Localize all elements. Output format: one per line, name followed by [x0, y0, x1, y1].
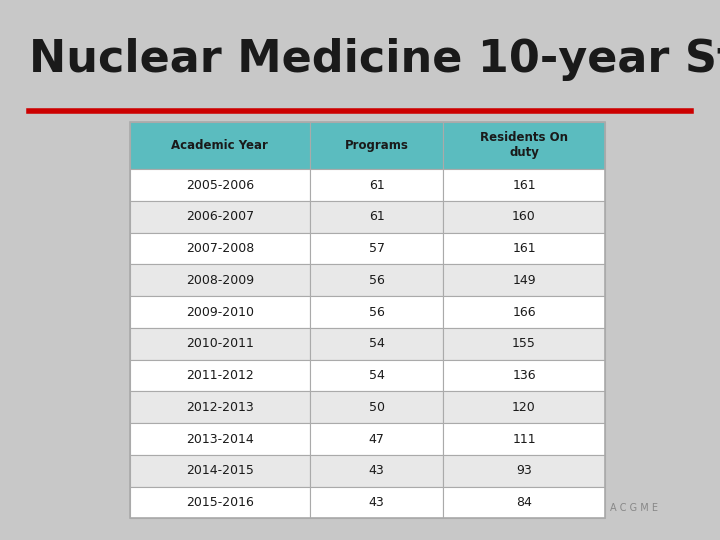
Text: Residents On
duty: Residents On duty — [480, 131, 568, 159]
Text: A C G M E: A C G M E — [610, 503, 657, 512]
Text: Nuclear Medicine 10-year Stats: Nuclear Medicine 10-year Stats — [29, 38, 720, 81]
Text: 43: 43 — [369, 496, 384, 509]
Text: 61: 61 — [369, 179, 384, 192]
Text: 50: 50 — [369, 401, 384, 414]
Text: 56: 56 — [369, 306, 384, 319]
Text: 54: 54 — [369, 369, 384, 382]
Text: 160: 160 — [512, 210, 536, 223]
Text: 2008-2009: 2008-2009 — [186, 274, 254, 287]
Text: 166: 166 — [512, 306, 536, 319]
Text: 2014-2015: 2014-2015 — [186, 464, 254, 477]
Text: 2012-2013: 2012-2013 — [186, 401, 253, 414]
Text: 84: 84 — [516, 496, 532, 509]
Text: 111: 111 — [512, 433, 536, 446]
Text: 120: 120 — [512, 401, 536, 414]
Text: 161: 161 — [512, 179, 536, 192]
Text: Programs: Programs — [345, 139, 409, 152]
Text: 2006-2007: 2006-2007 — [186, 210, 254, 223]
Text: 61: 61 — [369, 210, 384, 223]
Text: 2011-2012: 2011-2012 — [186, 369, 253, 382]
Text: 43: 43 — [369, 464, 384, 477]
Text: 155: 155 — [512, 338, 536, 350]
Text: 93: 93 — [516, 464, 532, 477]
Text: 161: 161 — [512, 242, 536, 255]
Text: 2007-2008: 2007-2008 — [186, 242, 254, 255]
Text: 57: 57 — [369, 242, 384, 255]
Text: 47: 47 — [369, 433, 384, 446]
Text: 2009-2010: 2009-2010 — [186, 306, 254, 319]
Text: Academic Year: Academic Year — [171, 139, 269, 152]
Text: 136: 136 — [512, 369, 536, 382]
Text: 2013-2014: 2013-2014 — [186, 433, 253, 446]
Text: 54: 54 — [369, 338, 384, 350]
Text: 149: 149 — [512, 274, 536, 287]
Text: 2010-2011: 2010-2011 — [186, 338, 254, 350]
Text: 2005-2006: 2005-2006 — [186, 179, 254, 192]
Text: 56: 56 — [369, 274, 384, 287]
Text: 2015-2016: 2015-2016 — [186, 496, 254, 509]
